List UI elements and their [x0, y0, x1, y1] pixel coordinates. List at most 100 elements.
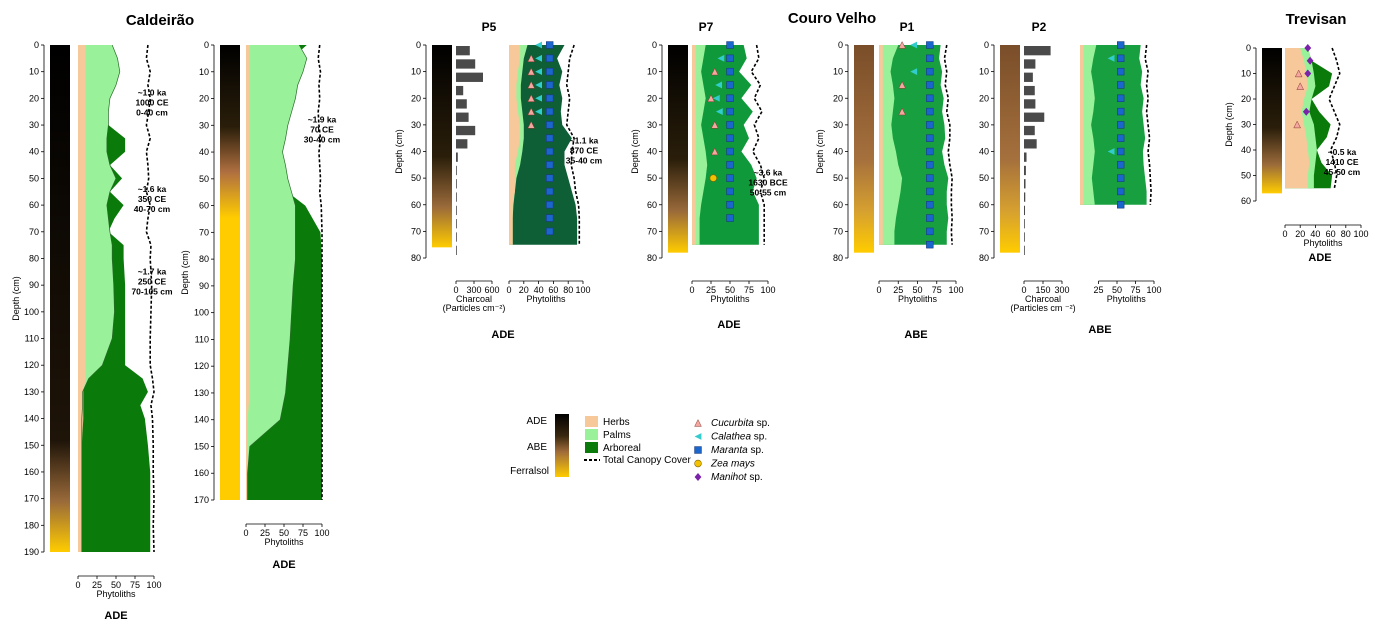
x-axis-label: Phytoliths	[898, 294, 938, 304]
x-tick-label: 25	[893, 285, 903, 295]
charcoal-bar	[456, 139, 468, 149]
legend-taxon-label: Maranta sp.	[711, 445, 764, 456]
taxon-marker-maranta	[926, 41, 934, 49]
taxon-marker-maranta	[726, 94, 734, 102]
taxon-marker-maranta	[726, 134, 734, 142]
y-axis-label: Depth (cm)	[630, 129, 640, 174]
soil-column	[1262, 48, 1282, 194]
y-tick-label: 150	[24, 440, 39, 450]
site-title-caldeirao: Caldeirão	[126, 12, 194, 29]
y-axis-label: Depth (cm)	[815, 129, 825, 174]
x-tick-label: 25	[706, 285, 716, 295]
date-annotation: 70-105 cm	[131, 286, 173, 296]
taxon-marker-maranta	[926, 147, 934, 156]
legend-marker-zea-mays	[694, 459, 702, 468]
legend-taxon-suffix: sp.	[748, 445, 764, 456]
charcoal-bar	[456, 179, 457, 189]
taxon-marker-manihot	[1306, 56, 1314, 65]
y-tick-label: 20	[199, 94, 209, 104]
date-annotation: ~0.5 ka	[1328, 147, 1357, 157]
x-tick-label: 300	[1054, 285, 1069, 295]
y-tick-label: 170	[24, 494, 39, 504]
date-annotation: 870 CE	[570, 146, 599, 156]
y-tick-label: 110	[195, 334, 209, 344]
taxon-marker-maranta	[1117, 94, 1125, 102]
x-tick-label: 100	[146, 580, 161, 590]
soil-column	[668, 45, 688, 253]
taxon-marker-maranta	[545, 94, 554, 102]
taxon-marker-calathea	[717, 54, 725, 62]
y-tick-label: 130	[24, 387, 39, 397]
x-tick-label: 25	[260, 528, 270, 538]
x-tick-label: 25	[92, 580, 102, 590]
charcoal-bar	[456, 85, 464, 96]
legend-taxon-label: Calathea sp.	[711, 432, 767, 443]
taxon-marker-maranta	[545, 174, 554, 182]
taxon-marker-maranta	[726, 174, 734, 182]
canopy-line	[317, 44, 323, 500]
x-tick-label: 100	[948, 285, 963, 295]
taxon-marker-maranta	[1117, 81, 1125, 89]
y-tick-label: 10	[833, 67, 843, 77]
legend-taxon-name: Maranta	[711, 445, 748, 456]
taxon-marker-maranta	[726, 161, 734, 169]
x-axis-label: Phytoliths	[526, 294, 566, 304]
taxon-marker-manihot	[1304, 69, 1312, 78]
arboreal-area	[1080, 45, 1147, 205]
charcoal-bar	[456, 99, 467, 109]
x-axis-label: Phytoliths	[710, 294, 750, 304]
x-tick-label: 75	[1130, 285, 1140, 295]
charcoal-bar	[456, 245, 457, 256]
soil-column	[1000, 45, 1020, 253]
taxon-marker-cucurbita	[527, 120, 536, 129]
date-annotation: ~1.0 ka	[138, 88, 167, 98]
taxon-marker-maranta	[545, 134, 554, 142]
taxon-marker-calathea	[535, 94, 542, 102]
y-axis-label: Depth (cm)	[11, 276, 21, 321]
x-tick-label: 0	[243, 528, 248, 538]
charcoal-bar	[1024, 85, 1035, 96]
taxon-marker-maranta	[545, 81, 554, 89]
palms-area	[78, 45, 120, 552]
date-annotation: 1000 CE	[135, 98, 168, 108]
taxon-marker-cucurbita	[710, 67, 719, 76]
taxon-marker-cucurbita	[527, 94, 536, 102]
palms-edge-line	[247, 44, 308, 500]
y-tick-label: 0	[652, 40, 657, 50]
legend-taxon-label: Zea mays	[710, 459, 755, 470]
y-tick-label: 70	[199, 227, 209, 237]
charcoal-bar	[1024, 125, 1035, 136]
y-tick-label: 80	[411, 253, 421, 263]
x-tick-label: 75	[298, 528, 308, 538]
taxon-marker-maranta	[726, 41, 734, 49]
y-tick-label: 10	[647, 67, 657, 77]
x-axis-label: Charcoal	[456, 294, 492, 304]
y-tick-label: 40	[199, 147, 209, 157]
taxon-marker-cucurbita	[898, 41, 906, 49]
taxon-marker-cucurbita	[527, 67, 536, 76]
legend: ADE ABE Ferralsol Herbs Palms Arboreal T…	[510, 414, 770, 483]
x-tick-label: 25	[1093, 285, 1103, 295]
y-tick-label: 30	[833, 120, 843, 130]
y-tick-label: 40	[647, 147, 657, 157]
x-tick-label: 75	[130, 580, 140, 590]
taxon-marker-maranta	[545, 214, 554, 222]
taxon-marker-maranta	[726, 147, 734, 156]
y-tick-label: 150	[194, 441, 209, 451]
x-axis-label: Phytoliths	[264, 537, 304, 547]
y-tick-label: 120	[194, 361, 209, 371]
profile-title-p1: P1	[900, 20, 915, 34]
legend-marker-calathea	[694, 433, 702, 440]
y-tick-label: 80	[833, 253, 843, 263]
y-tick-label: 20	[29, 93, 39, 103]
legend-taxon-suffix: sp.	[754, 418, 770, 429]
charcoal-bar	[1024, 139, 1037, 149]
x-axis-label-unit: (Particles cm⁻²)	[443, 303, 506, 313]
taxon-marker-cucurbita	[898, 80, 906, 89]
taxon-marker-maranta	[1117, 134, 1125, 142]
y-tick-label: 100	[194, 308, 209, 318]
x-tick-label: 600	[484, 285, 499, 295]
soil-column	[50, 45, 70, 552]
context-label-p1: ABE	[904, 329, 927, 341]
herbs-area	[692, 45, 696, 245]
